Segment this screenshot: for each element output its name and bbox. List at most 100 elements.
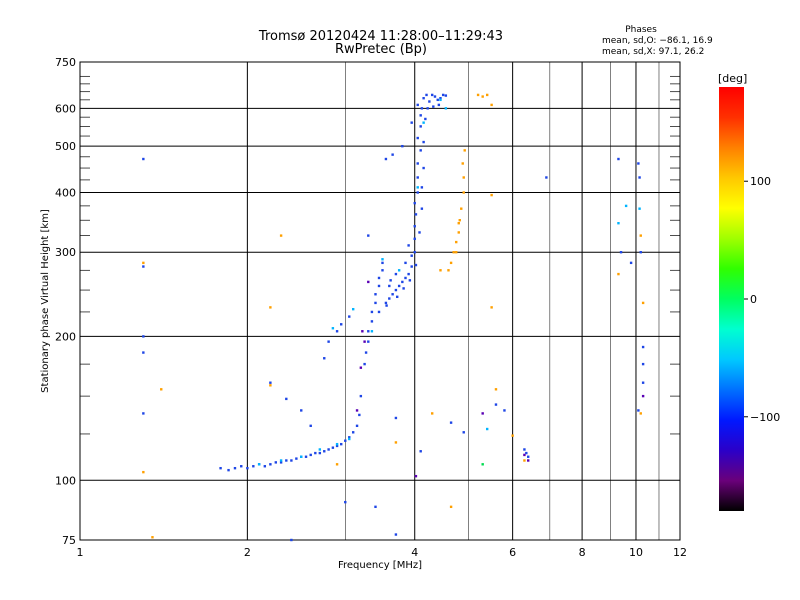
data-point xyxy=(503,409,506,412)
data-point xyxy=(449,505,453,509)
data-point xyxy=(462,431,465,434)
data-point xyxy=(402,287,405,290)
colorbar-tick-label: 100 xyxy=(750,175,771,188)
data-point xyxy=(355,409,359,412)
data-point xyxy=(279,234,283,237)
data-point xyxy=(359,366,363,369)
data-point xyxy=(457,231,460,234)
data-point xyxy=(348,436,351,439)
data-point xyxy=(462,191,465,194)
data-point xyxy=(439,269,442,272)
data-point xyxy=(420,186,424,189)
colorbar: [deg] 100 0 −100 xyxy=(718,72,780,511)
data-point xyxy=(436,98,439,102)
data-point xyxy=(295,457,298,460)
data-point xyxy=(142,335,145,338)
x-axis-label: Frequency [MHz] xyxy=(338,560,422,571)
data-point xyxy=(525,451,528,455)
data-point xyxy=(527,459,530,462)
data-point xyxy=(455,240,458,244)
data-point xyxy=(481,412,484,415)
data-point xyxy=(461,162,464,165)
data-point xyxy=(388,284,391,288)
data-point xyxy=(219,466,222,470)
data-point xyxy=(331,327,335,330)
data-point xyxy=(142,412,145,415)
data-point xyxy=(420,107,424,110)
data-point xyxy=(410,121,413,124)
x-tick-label: 12 xyxy=(673,546,687,559)
data-point xyxy=(384,301,388,305)
data-point xyxy=(449,261,453,265)
data-point xyxy=(617,222,620,225)
data-point xyxy=(358,413,361,417)
stats-heading: Phases xyxy=(625,25,657,35)
data-point xyxy=(269,381,272,384)
data-point xyxy=(246,466,249,470)
x-tick-label: 6 xyxy=(509,546,516,559)
data-point xyxy=(327,448,330,451)
y-tick-label: 200 xyxy=(55,330,76,343)
data-point xyxy=(309,424,312,428)
data-point xyxy=(314,451,317,455)
data-point xyxy=(416,103,419,107)
x-tick-label: 2 xyxy=(244,546,251,559)
data-point xyxy=(425,93,428,97)
data-point xyxy=(641,345,645,349)
data-point xyxy=(142,470,145,474)
data-point xyxy=(490,103,493,107)
data-point xyxy=(413,237,416,241)
data-point xyxy=(374,293,377,296)
x-tick-label: 4 xyxy=(411,546,418,559)
y-axis-label: Stationary phase Virtual Height [km] xyxy=(40,209,51,393)
data-point xyxy=(481,463,484,466)
data-point xyxy=(257,463,261,466)
data-point xyxy=(401,280,404,284)
data-point xyxy=(439,98,442,102)
data-point xyxy=(476,93,480,97)
data-point xyxy=(485,427,489,431)
data-point xyxy=(340,323,343,326)
data-point xyxy=(394,416,398,420)
data-point xyxy=(639,234,642,237)
data-point xyxy=(444,94,448,97)
data-point xyxy=(437,103,441,107)
data-point xyxy=(422,140,425,144)
data-point xyxy=(413,201,416,205)
colorbar-label: [deg] xyxy=(718,72,747,85)
data-point xyxy=(401,144,404,148)
data-point xyxy=(335,463,339,466)
data-point xyxy=(385,304,388,307)
data-point xyxy=(142,157,145,161)
data-point xyxy=(374,301,377,305)
data-point xyxy=(511,434,514,437)
data-point xyxy=(422,166,425,170)
data-point xyxy=(363,362,366,366)
data-point xyxy=(344,500,347,504)
data-point xyxy=(410,254,413,257)
data-point xyxy=(274,461,278,464)
data-point xyxy=(523,459,526,462)
data-point xyxy=(418,231,421,234)
data-point xyxy=(641,362,645,366)
major-grid xyxy=(80,62,680,540)
y-tick-label: 400 xyxy=(55,186,76,199)
data-point xyxy=(381,261,384,265)
data-point xyxy=(419,114,422,117)
data-point xyxy=(363,340,366,343)
colorbar-tick-label: 0 xyxy=(750,293,757,306)
data-point xyxy=(340,442,343,446)
data-point xyxy=(422,96,425,100)
data-point xyxy=(367,234,370,237)
data-point xyxy=(463,149,466,152)
data-point xyxy=(641,381,645,384)
data-point xyxy=(391,153,394,156)
data-point xyxy=(523,448,526,451)
data-point xyxy=(444,107,448,110)
data-point xyxy=(624,204,628,208)
data-point xyxy=(300,455,303,458)
data-point xyxy=(384,157,388,161)
data-point xyxy=(290,459,293,462)
